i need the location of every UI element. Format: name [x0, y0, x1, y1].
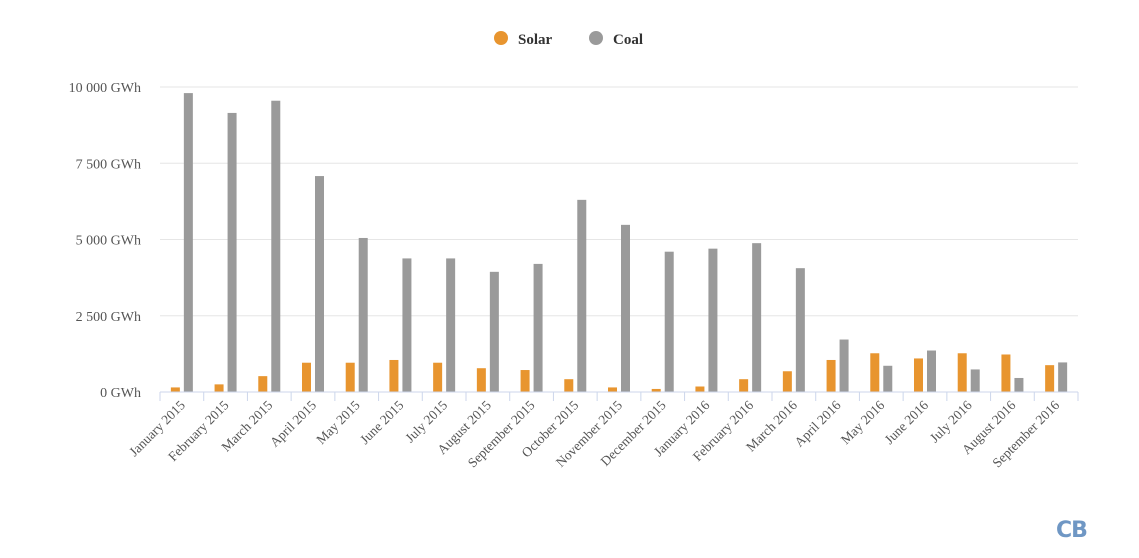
bar-solar[interactable] [1001, 354, 1011, 392]
y-tick-label: 7 500 GWh [76, 157, 141, 172]
bar-solar[interactable] [258, 376, 268, 392]
bar-solar[interactable] [476, 368, 486, 392]
bar-solar[interactable] [389, 359, 399, 392]
bar-solar[interactable] [608, 387, 617, 392]
bar-coal[interactable] [752, 243, 762, 392]
bars [170, 93, 1068, 393]
bar-coal[interactable] [402, 258, 412, 392]
bar-coal[interactable] [227, 112, 237, 393]
x-tick-label: May 2016 [838, 397, 888, 447]
bar-coal[interactable] [927, 350, 936, 392]
bar-coal[interactable] [1014, 377, 1024, 392]
bar-coal[interactable] [664, 251, 674, 392]
bar-coal[interactable] [577, 199, 587, 392]
bar-solar[interactable] [302, 362, 311, 392]
cb-logo: CB [1056, 518, 1088, 543]
bar-solar[interactable] [651, 388, 661, 392]
bar-coal[interactable] [970, 369, 980, 392]
legend-marker [589, 31, 603, 45]
bar-solar[interactable] [214, 384, 224, 392]
bar-coal[interactable] [533, 263, 543, 392]
bar-solar[interactable] [914, 358, 923, 392]
legend-marker [494, 31, 508, 45]
bar-solar[interactable] [782, 371, 792, 392]
x-tick-label: June 2016 [882, 397, 932, 447]
legend-label: Coal [613, 32, 643, 48]
bar-solar[interactable] [1045, 365, 1055, 392]
bar-solar[interactable] [739, 379, 749, 392]
x-tick-label: June 2015 [357, 397, 407, 447]
bar-solar[interactable] [170, 387, 180, 392]
bar-coal[interactable] [621, 224, 630, 392]
x-tick-label: April 2016 [791, 397, 843, 449]
bar-coal[interactable] [315, 176, 324, 392]
bar-coal[interactable] [795, 268, 805, 392]
bar-coal[interactable] [708, 248, 718, 392]
bar-coal[interactable] [358, 237, 368, 392]
bar-solar[interactable] [345, 362, 355, 392]
legend: Solar Coal [494, 31, 643, 48]
y-tick-label: 5 000 GWh [76, 234, 141, 249]
bar-solar[interactable] [957, 353, 967, 392]
bar-coal[interactable] [839, 339, 849, 392]
gridlines [160, 86, 1078, 317]
bar-solar[interactable] [433, 362, 443, 392]
bar-coal[interactable] [883, 365, 893, 392]
bar-coal[interactable] [1058, 362, 1068, 392]
bar-solar[interactable] [870, 353, 880, 392]
x-tick-label: April 2015 [267, 397, 319, 449]
bar-solar[interactable] [564, 379, 574, 392]
x-tick-label: May 2015 [313, 397, 363, 447]
y-tick-label: 10 000 GWh [69, 81, 141, 96]
cb-logo-text: CB [1056, 518, 1087, 543]
bar-coal[interactable] [271, 100, 281, 392]
bar-solar[interactable] [826, 359, 836, 392]
legend-item-coal[interactable]: Coal [589, 31, 643, 48]
bar-solar[interactable] [695, 386, 705, 392]
bar-solar[interactable] [520, 370, 530, 392]
legend-label: Solar [518, 32, 553, 48]
bar-coal[interactable] [183, 93, 193, 392]
y-tick-label: 0 GWh [100, 386, 141, 401]
y-axis: 0 GWh 2 500 GWh 5 000 GWh 7 500 GWh 10 000 G… [69, 81, 141, 401]
legend-item-solar[interactable]: Solar [494, 31, 553, 48]
bar-coal[interactable] [489, 271, 499, 392]
bar-coal[interactable] [446, 258, 456, 392]
y-tick-label: 2 500 GWh [76, 310, 141, 325]
